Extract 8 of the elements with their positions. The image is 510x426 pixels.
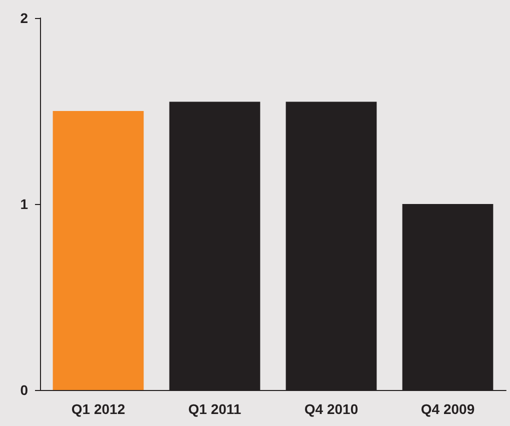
y-tick-label: 0 — [20, 382, 28, 398]
bar — [52, 111, 144, 390]
y-tick-label: 2 — [20, 10, 28, 26]
x-tick-label: Q4 2010 — [304, 401, 358, 417]
x-tick-label: Q1 2011 — [188, 401, 242, 417]
x-tick-label: Q1 2012 — [71, 401, 126, 417]
y-tick-label: 1 — [20, 196, 28, 212]
x-tick-label: Q4 2009 — [420, 401, 475, 417]
